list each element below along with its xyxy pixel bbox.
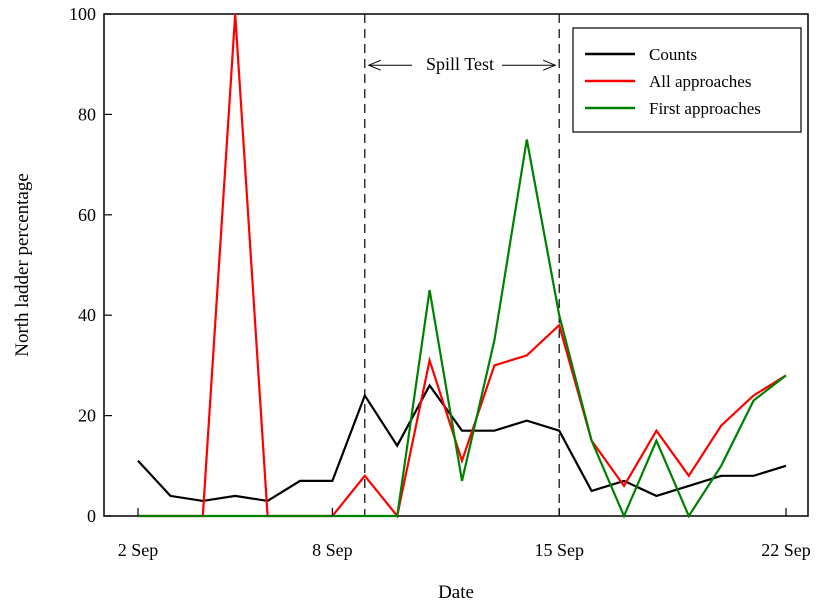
- y-tick-label: 100: [69, 4, 96, 24]
- y-axis: 0 20 40 60 80 100: [69, 4, 112, 526]
- plot-frame: [103, 13, 809, 517]
- x-tick-label: 22 Sep: [761, 540, 811, 560]
- x-axis: 2 Sep 8 Sep 15 Sep 22 Sep: [118, 508, 811, 560]
- legend-label-all-approaches: All approaches: [649, 72, 751, 91]
- annotation-arrowhead-right: [543, 59, 557, 71]
- series-line-first-approaches: [138, 139, 787, 519]
- x-axis-title: Date: [438, 582, 474, 603]
- x-tick-label: 2 Sep: [118, 540, 159, 560]
- y-tick-label: 60: [78, 205, 96, 225]
- y-axis-title: North ladder percentage: [12, 173, 33, 357]
- plot-area: [103, 13, 809, 517]
- x-tick-label: 15 Sep: [534, 540, 584, 560]
- series-line-counts: [137, 383, 787, 503]
- x-tick-label: 8 Sep: [312, 540, 353, 560]
- legend: Counts All approaches First approaches: [572, 27, 802, 133]
- legend-label-counts: Counts: [649, 45, 697, 64]
- y-tick-label: 20: [78, 406, 96, 426]
- spill-test-bounds: [364, 14, 560, 516]
- y-tick-label: 0: [87, 506, 96, 526]
- annotation-arrowhead-left: [367, 59, 381, 71]
- y-tick-label: 80: [78, 104, 96, 124]
- series-line-all-approaches: [138, 13, 787, 519]
- spill-test-annotation: Spill Test: [367, 54, 557, 74]
- series-layer: [137, 13, 787, 519]
- annotation-label: Spill Test: [426, 54, 494, 74]
- legend-label-first-approaches: First approaches: [649, 99, 761, 118]
- y-tick-label: 40: [78, 305, 96, 325]
